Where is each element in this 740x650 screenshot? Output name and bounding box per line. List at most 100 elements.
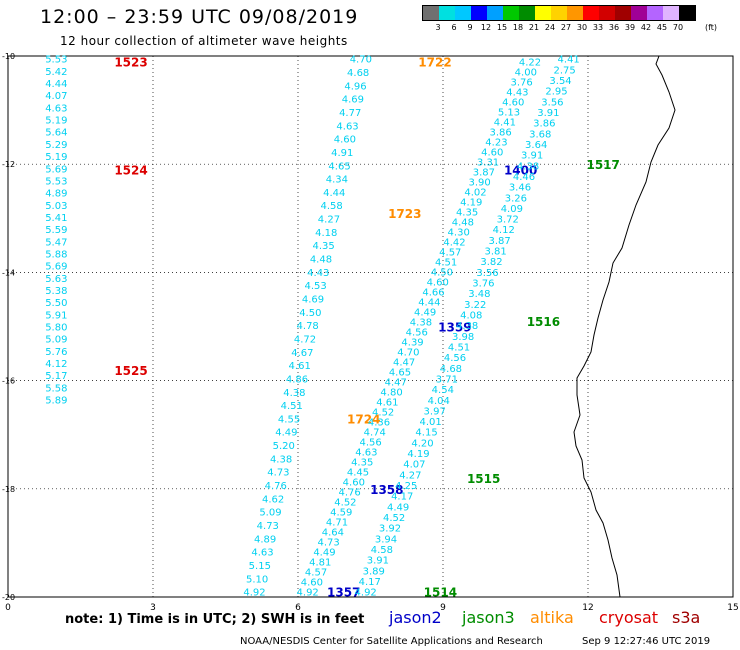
color-swatch	[455, 6, 471, 20]
color-swatch	[487, 6, 503, 20]
swh-value-label: 4.56	[444, 353, 466, 364]
swh-value-label: 4.57	[439, 247, 461, 258]
swh-value-label: 5.88	[45, 249, 67, 260]
swh-value-label: 5.59	[45, 225, 67, 236]
swh-value-label: 4.35	[351, 458, 373, 469]
swh-value-label: 4.19	[460, 197, 482, 208]
pass-time-label: 1724	[347, 412, 380, 426]
swh-value-label: 4.55	[278, 414, 300, 425]
color-scale-tick: 33	[592, 23, 604, 32]
pass-time-label: 1516	[527, 315, 560, 329]
swh-value-label: 4.50	[431, 267, 453, 278]
coastline	[573, 55, 676, 598]
swh-value-label: 4.96	[344, 81, 366, 92]
color-swatch	[599, 6, 615, 20]
swh-value-label: 4.44	[418, 297, 440, 308]
swh-value-label: 3.94	[375, 534, 397, 545]
swh-value-label: 4.74	[364, 428, 386, 439]
swh-value-label: 4.51	[281, 401, 303, 412]
plot-frame	[7, 55, 734, 598]
x-tick-label: 6	[295, 603, 301, 613]
swh-value-label: 4.52	[383, 513, 405, 524]
color-swatch	[423, 6, 439, 20]
swh-value-label: 5.64	[45, 128, 67, 139]
swh-value-label: 4.92	[355, 588, 377, 599]
swh-value-label: 5.58	[45, 383, 67, 394]
y-tick-label: -12	[2, 160, 15, 169]
swh-value-label: 4.27	[399, 470, 421, 481]
swh-value-label: 4.23	[485, 137, 507, 148]
color-scale-tick: 15	[496, 23, 508, 32]
color-swatch	[535, 6, 551, 20]
x-tick-label: 12	[582, 603, 593, 613]
swh-value-label: 3.56	[476, 268, 498, 279]
swh-value-label: 3.64	[525, 140, 547, 151]
swh-value-label: 5.76	[45, 347, 67, 358]
pass-time-label: 1515	[467, 472, 500, 486]
chart-title: 12:00 – 23:59 UTC 09/08/2019	[40, 6, 359, 28]
swh-value-label: 4.60	[502, 97, 524, 108]
color-swatch	[583, 6, 599, 20]
color-swatch	[503, 6, 519, 20]
swh-value-label: 3.87	[489, 236, 511, 247]
swh-value-label: 4.41	[558, 55, 580, 66]
swh-value-label: 4.86	[286, 374, 308, 385]
swh-value-label: 4.61	[289, 361, 311, 372]
swh-value-label: 3.91	[537, 108, 559, 119]
swh-value-label: 4.89	[45, 189, 67, 200]
swh-value-label: 3.54	[549, 76, 571, 87]
swh-value-label: 4.48	[310, 255, 332, 266]
color-scale-tick: 30	[576, 23, 588, 32]
swh-value-label: 3.91	[521, 151, 543, 162]
swh-value-label: 3.90	[469, 177, 491, 188]
y-tick-label: -10	[2, 52, 15, 61]
swh-value-label: 4.73	[267, 468, 289, 479]
x-tick-label: 3	[150, 603, 156, 613]
swh-value-label: 4.38	[283, 388, 305, 399]
swh-value-label: 3.86	[490, 127, 512, 138]
pass-time-label: 1524	[114, 164, 147, 178]
color-scale-ticks: 3 6 9 12 15 18 21 24 27 30 33 36 39 42 45 70	[0, 23, 740, 35]
color-swatch	[551, 6, 567, 20]
swh-value-label: 3.87	[473, 167, 495, 178]
pass-time-label: 1525	[114, 364, 147, 378]
swh-value-label: 4.12	[45, 359, 67, 370]
swh-value-label: 4.65	[389, 368, 411, 379]
swh-value-label: 5.09	[45, 335, 67, 346]
x-tick-label: 0	[5, 603, 11, 613]
color-swatch	[679, 6, 695, 20]
swh-value-label: 4.63	[251, 548, 273, 559]
swh-value-label: 4.00	[515, 67, 537, 78]
swh-value-label: 5.17	[45, 371, 67, 382]
swh-value-label: 4.76	[338, 488, 360, 499]
footer-timestamp: Sep 9 12:27:46 UTC 2019	[582, 636, 711, 647]
swh-value-label: 5.53	[45, 176, 67, 187]
swh-value-label: 4.89	[254, 534, 276, 545]
color-scale-unit: (ft)	[705, 23, 718, 32]
swh-value-label: 4.58	[371, 545, 393, 556]
chart-subtitle: 12 hour collection of altimeter wave hei…	[60, 34, 348, 48]
swh-value-label: 4.38	[456, 321, 478, 332]
swh-value-label: 4.52	[372, 408, 394, 419]
swh-value-label: 4.73	[257, 521, 279, 532]
pass-time-label: 1358	[370, 483, 403, 497]
swh-value-label: 4.22	[519, 57, 541, 68]
footer-credit: NOAA/NESDIS Center for Satellite Applica…	[240, 636, 543, 647]
swh-value-label: 4.27	[318, 215, 340, 226]
swh-value-label: 4.71	[326, 518, 348, 529]
swh-value-label: 4.92	[243, 588, 265, 599]
swh-value-label: 4.66	[422, 287, 444, 298]
swh-value-label: 4.17	[391, 492, 413, 503]
swh-value-label: 4.36	[368, 418, 390, 429]
y-tick-label: -18	[2, 485, 15, 494]
swh-value-label: 4.67	[291, 348, 313, 359]
swh-value-label: 3.81	[484, 247, 506, 258]
color-scale-tick: 12	[480, 23, 492, 32]
swh-value-label: 4.49	[275, 428, 297, 439]
color-scale-tick: 39	[624, 23, 636, 32]
swh-value-label: 5.03	[45, 201, 67, 212]
legend-entry-jason2: jason2	[389, 608, 442, 627]
swh-value-label: 3.71	[436, 374, 458, 385]
swh-value-label: 4.18	[315, 228, 337, 239]
